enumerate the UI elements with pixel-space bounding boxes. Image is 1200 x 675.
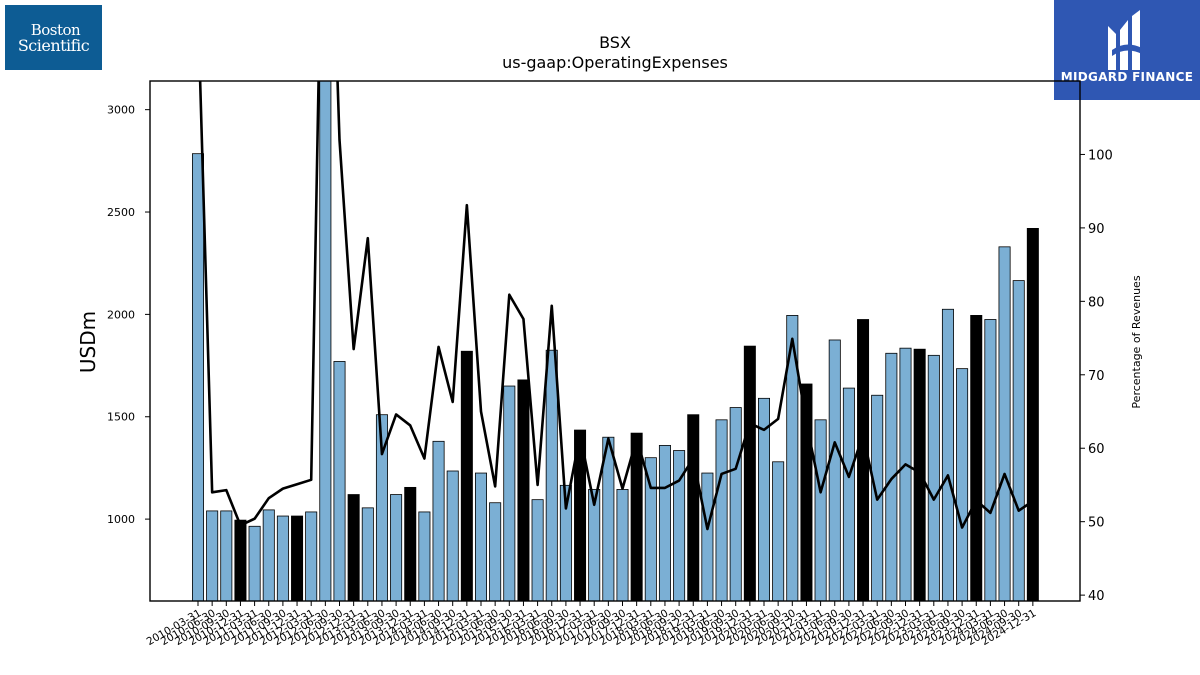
bar xyxy=(687,414,700,601)
y2-tick-label: 40 xyxy=(1088,589,1105,604)
bar xyxy=(616,489,629,601)
bar xyxy=(956,368,969,601)
bar xyxy=(432,440,445,601)
bar xyxy=(574,429,587,601)
bar xyxy=(828,339,841,601)
bar xyxy=(630,432,643,601)
bar xyxy=(644,457,657,601)
bar-series xyxy=(191,81,1039,601)
bar xyxy=(701,472,714,601)
bar xyxy=(446,470,459,601)
boston-scientific-logo: Boston Scientific xyxy=(5,5,102,70)
bar xyxy=(347,494,360,601)
bar xyxy=(404,486,417,601)
y2-tick-label: 80 xyxy=(1088,295,1105,310)
y-tick-label: 3000 xyxy=(107,104,135,117)
bar xyxy=(602,436,615,601)
plot-frame xyxy=(149,80,1081,602)
bar xyxy=(234,519,247,601)
bar xyxy=(998,246,1011,601)
bar xyxy=(489,502,502,601)
bar xyxy=(361,507,374,601)
logo-text-line1: Boston xyxy=(30,20,81,39)
midgard-finance-logo: MIDGARD FINANCE xyxy=(1054,0,1200,100)
midgard-emblem-icon xyxy=(1108,10,1142,70)
y2-tick-label: 50 xyxy=(1088,516,1105,531)
y-tick-label: 2500 xyxy=(107,206,135,219)
bar xyxy=(474,472,487,601)
y-tick-label: 1500 xyxy=(107,411,135,424)
y-tick-label: 2000 xyxy=(107,308,135,321)
bar xyxy=(460,350,473,601)
bar xyxy=(857,319,870,601)
y-axis-label: USDm xyxy=(76,311,100,373)
bar xyxy=(927,354,940,601)
bar xyxy=(1026,227,1039,601)
y2-tick-label: 90 xyxy=(1088,222,1105,237)
logo-text-line2: Scientific xyxy=(17,35,90,55)
bar xyxy=(503,385,516,601)
bar xyxy=(191,153,204,601)
bar xyxy=(375,414,388,601)
bar xyxy=(772,461,785,601)
chart-subtitle: us-gaap:OperatingExpenses xyxy=(502,53,728,72)
bar xyxy=(531,499,544,601)
bar xyxy=(390,494,403,601)
bar xyxy=(248,525,261,601)
y2-tick-label: 60 xyxy=(1088,442,1105,457)
bar xyxy=(814,419,827,601)
axes: 100015002000250030004050607080901002010-… xyxy=(107,80,1113,648)
bar xyxy=(305,511,318,601)
logo-brand-text: MIDGARD FINANCE xyxy=(1060,70,1194,84)
chart-title: BSX xyxy=(599,33,631,52)
bar xyxy=(517,379,530,601)
bar xyxy=(545,349,558,601)
bar xyxy=(729,407,742,601)
bar xyxy=(276,515,289,601)
bar xyxy=(220,510,233,601)
bar xyxy=(885,352,898,601)
bar xyxy=(842,387,855,601)
bar xyxy=(899,347,912,601)
bar xyxy=(673,450,686,601)
bar xyxy=(941,308,954,601)
y2-tick-label: 100 xyxy=(1088,148,1113,163)
bar xyxy=(333,361,346,601)
bar xyxy=(715,419,728,601)
bar xyxy=(743,345,756,601)
bar xyxy=(319,81,332,601)
bar xyxy=(262,509,275,601)
bar xyxy=(1012,280,1025,601)
y2-tick-label: 70 xyxy=(1088,369,1105,384)
bar xyxy=(758,397,771,601)
bar xyxy=(970,315,983,601)
percentage-line xyxy=(198,81,1034,531)
bar xyxy=(984,319,997,601)
bar xyxy=(418,511,431,601)
bar xyxy=(658,445,671,601)
bar xyxy=(786,315,799,601)
y-tick-label: 1000 xyxy=(107,513,135,526)
bar xyxy=(206,510,219,601)
bar xyxy=(588,489,601,601)
line-series xyxy=(198,81,1034,531)
y2-axis-label: Percentage of Revenues xyxy=(1130,275,1143,408)
bar xyxy=(291,515,304,601)
